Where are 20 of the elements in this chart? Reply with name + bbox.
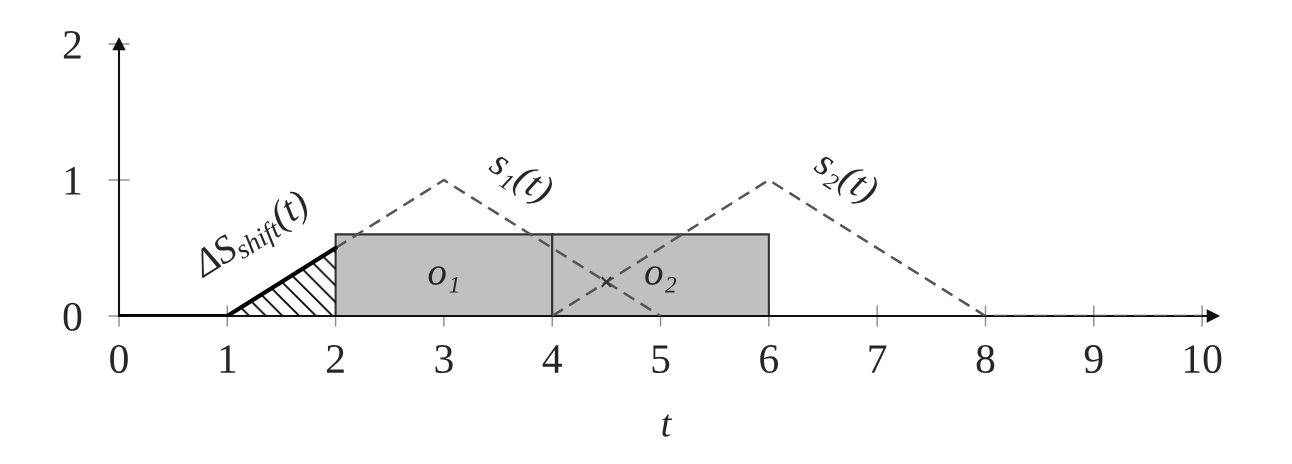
x-tick-label: 10 bbox=[1184, 344, 1222, 374]
text: ΔS$_{shift}$(t) bbox=[188, 187, 317, 288]
x-tick-label: 6 bbox=[760, 345, 779, 374]
x-tick-label: 0 bbox=[110, 344, 128, 374]
y-tick-label: 2 bbox=[63, 30, 81, 59]
text: s₂(t) bbox=[808, 146, 882, 211]
x-tick-label: 5 bbox=[652, 345, 670, 374]
x-tick-label: 9 bbox=[1084, 345, 1103, 374]
x-axis-title: t bbox=[662, 414, 673, 437]
series-label: o₂ bbox=[645, 266, 677, 293]
x-tick-label: 1 bbox=[220, 345, 236, 373]
x-tick-label: 3 bbox=[435, 345, 453, 374]
x-tick-label: 7 bbox=[869, 345, 887, 373]
x-tick-label: 8 bbox=[976, 344, 995, 374]
x-tick-label: 4 bbox=[542, 345, 562, 373]
text: s₁(t) bbox=[483, 146, 557, 211]
x-tick-label: 2 bbox=[327, 345, 344, 373]
series-label: o₁ bbox=[428, 266, 458, 293]
y-tick-label: 1 bbox=[65, 166, 81, 195]
y-tick-label: 0 bbox=[63, 302, 82, 331]
